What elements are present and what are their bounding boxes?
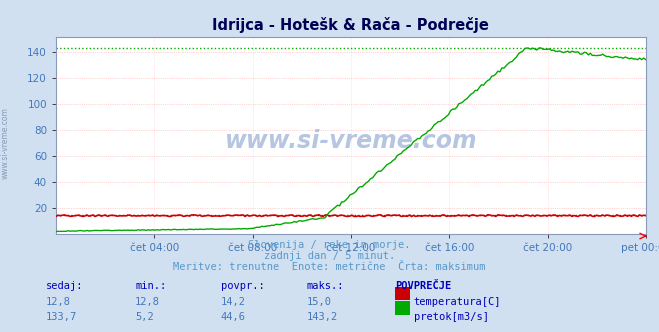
Text: Meritve: trenutne  Enote: metrične  Črta: maksimum: Meritve: trenutne Enote: metrične Črta: … [173,262,486,272]
Text: maks.:: maks.: [306,281,344,290]
Text: sedaj:: sedaj: [46,281,84,290]
Text: zadnji dan / 5 minut.: zadnji dan / 5 minut. [264,251,395,261]
Text: 143,2: 143,2 [306,312,337,322]
Title: Idrijca - Hotešk & Rača - Podrečje: Idrijca - Hotešk & Rača - Podrečje [212,17,490,33]
Text: 14,2: 14,2 [221,297,246,307]
Text: Slovenija / reke in morje.: Slovenija / reke in morje. [248,240,411,250]
Text: 133,7: 133,7 [46,312,77,322]
Text: 12,8: 12,8 [46,297,71,307]
Text: temperatura[C]: temperatura[C] [414,297,501,307]
Text: www.si-vreme.com: www.si-vreme.com [1,107,10,179]
Text: POVPREČJE: POVPREČJE [395,281,451,290]
Text: pretok[m3/s]: pretok[m3/s] [414,312,489,322]
Text: www.si-vreme.com: www.si-vreme.com [225,129,477,153]
Text: 12,8: 12,8 [135,297,160,307]
Text: 44,6: 44,6 [221,312,246,322]
Text: povpr.:: povpr.: [221,281,264,290]
Text: 15,0: 15,0 [306,297,331,307]
Text: min.:: min.: [135,281,166,290]
Text: 5,2: 5,2 [135,312,154,322]
